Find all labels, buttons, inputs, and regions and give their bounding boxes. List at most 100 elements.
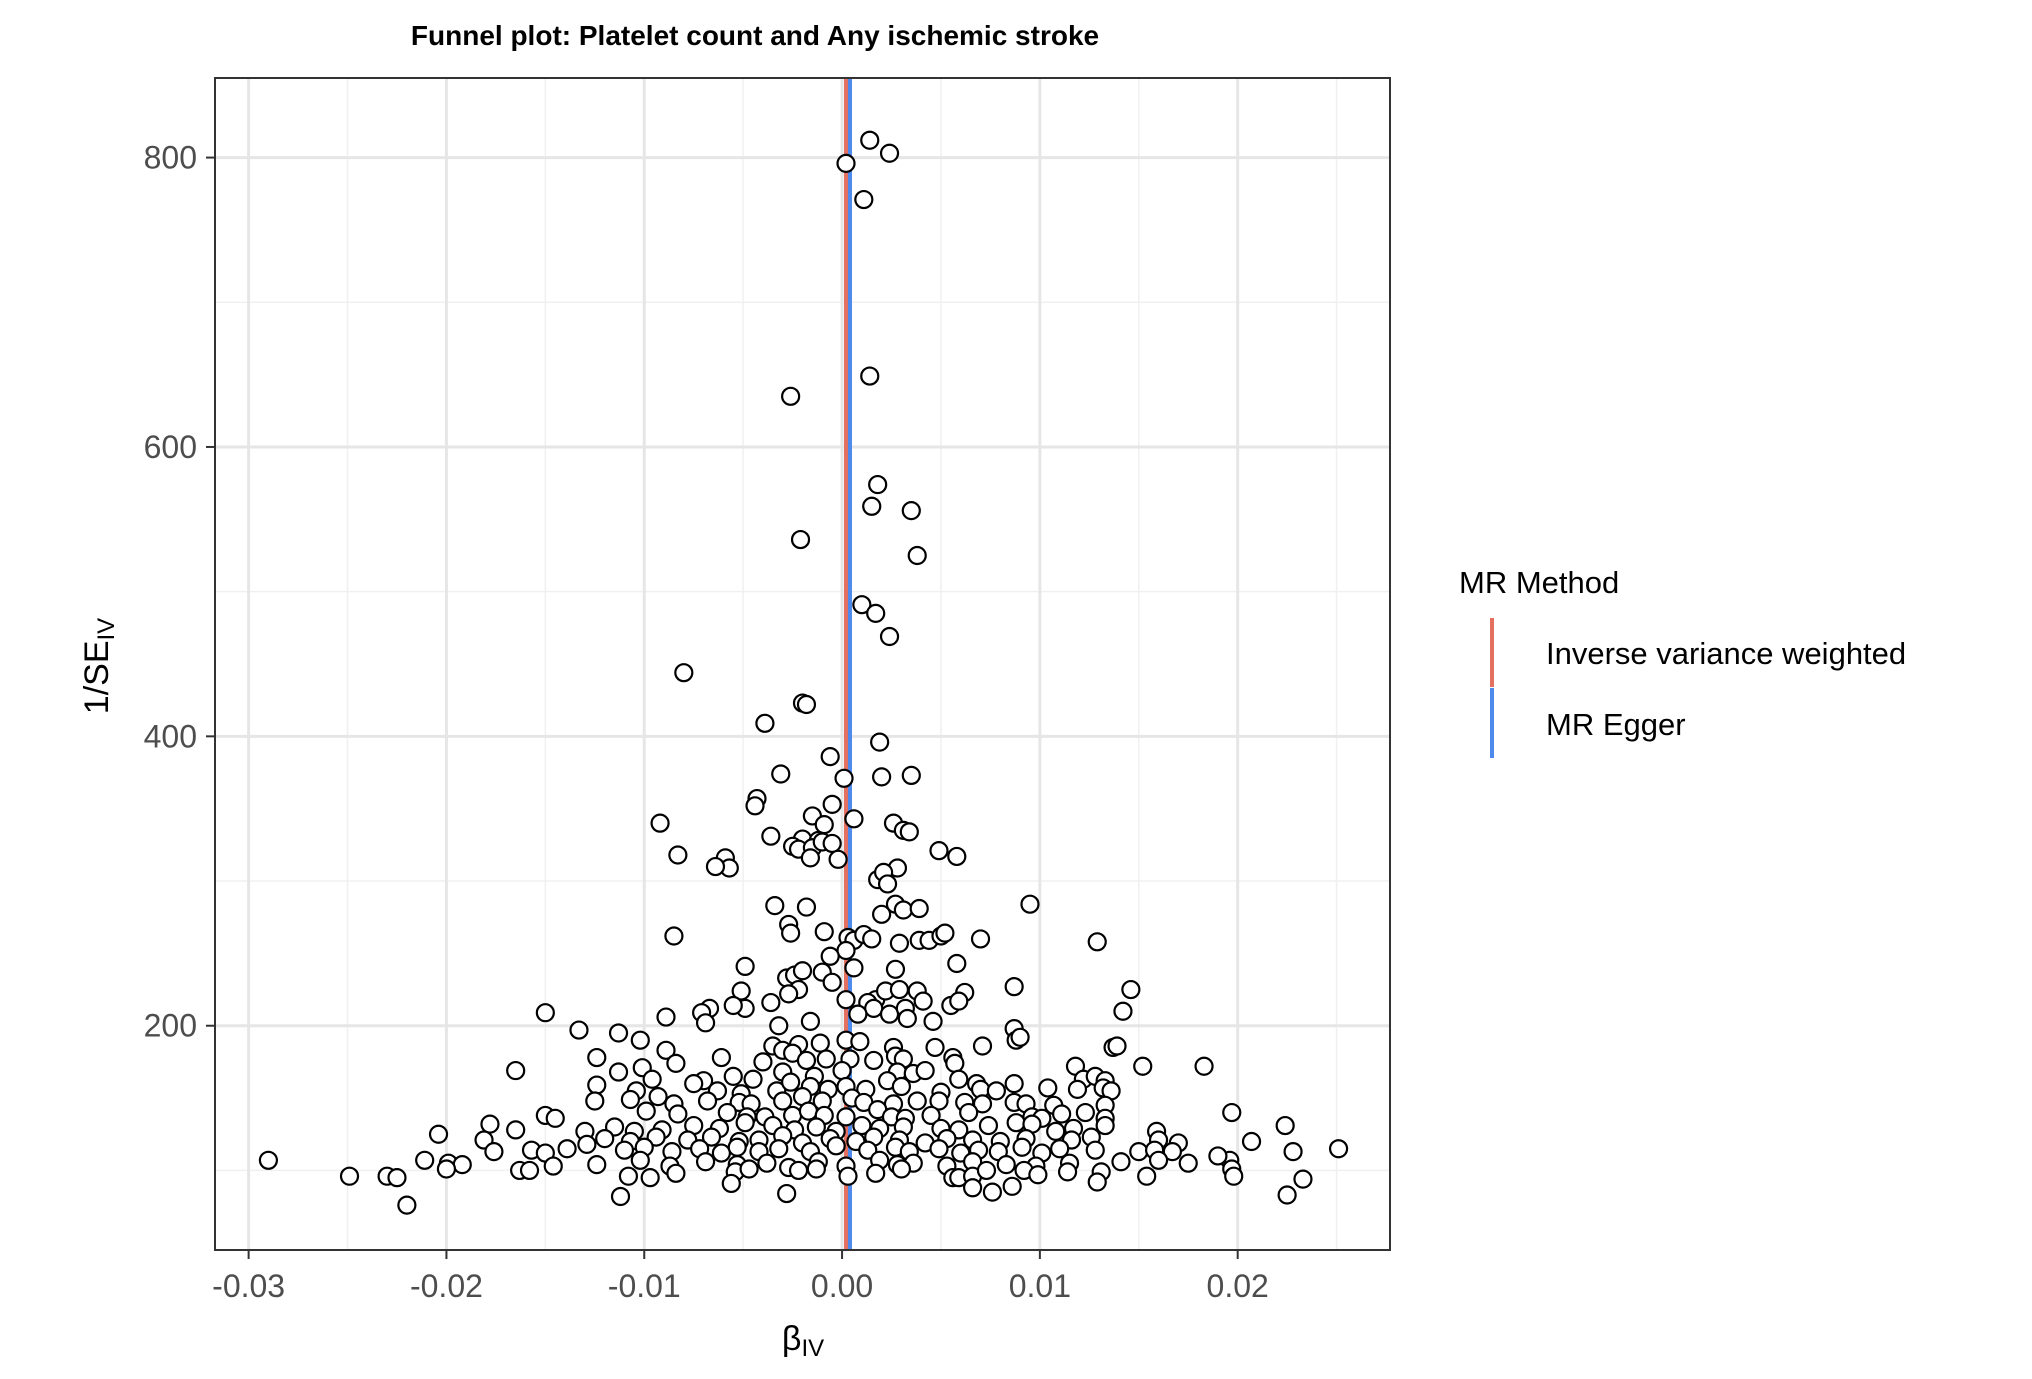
data-point xyxy=(929,1139,949,1159)
data-point xyxy=(705,856,726,877)
data-point xyxy=(608,1062,629,1082)
data-point xyxy=(1004,1074,1024,1094)
y-tick-label: 400 xyxy=(144,718,197,754)
data-point xyxy=(587,1155,607,1175)
data-point xyxy=(963,1178,983,1198)
y-axis: 200 400 600 800 xyxy=(144,140,215,1044)
data-point xyxy=(879,626,900,647)
data-point xyxy=(806,1159,826,1179)
data-point xyxy=(642,1069,662,1089)
data-point xyxy=(836,1107,856,1127)
x-axis-title-main: β xyxy=(782,1320,802,1358)
data-point xyxy=(866,603,886,623)
data-point xyxy=(1010,1027,1030,1047)
data-point xyxy=(947,846,967,867)
data-point xyxy=(757,1153,777,1173)
data-point xyxy=(608,1023,629,1043)
data-point xyxy=(717,1102,737,1123)
data-point xyxy=(836,153,856,173)
data-point xyxy=(860,366,880,386)
data-point xyxy=(1328,1139,1349,1159)
data-point xyxy=(850,1032,870,1052)
data-point xyxy=(901,501,921,521)
data-point xyxy=(1222,1102,1242,1123)
legend: MR Method Inverse variance weighted MR E… xyxy=(1459,565,1906,758)
y-axis-title: 1/SEIV xyxy=(78,618,120,714)
data-point xyxy=(656,1040,676,1060)
data-point xyxy=(800,848,821,868)
data-point xyxy=(569,1020,589,1040)
data-point xyxy=(864,1050,884,1071)
data-point xyxy=(860,130,880,150)
data-point xyxy=(656,1007,676,1027)
data-point xyxy=(695,1152,716,1172)
data-point xyxy=(1057,1162,1078,1182)
data-point xyxy=(868,474,888,495)
data-point xyxy=(506,1120,526,1140)
data-point xyxy=(777,1183,797,1204)
y-axis-title-main: 1/SE xyxy=(78,640,116,714)
data-point xyxy=(721,1173,741,1194)
data-point xyxy=(743,1069,763,1089)
data-point xyxy=(820,946,840,966)
data-point xyxy=(792,961,813,981)
data-point xyxy=(796,897,817,917)
data-point xyxy=(557,1139,577,1159)
data-point xyxy=(735,956,755,977)
data-point xyxy=(862,496,882,516)
data-point xyxy=(585,1091,605,1111)
data-point xyxy=(781,1072,801,1092)
data-point xyxy=(796,1050,817,1071)
data-point xyxy=(959,1102,979,1123)
data-point xyxy=(506,1060,526,1081)
data-point xyxy=(1129,1142,1149,1162)
data-point xyxy=(834,768,854,788)
data-point xyxy=(1004,977,1024,997)
data-point xyxy=(814,815,834,835)
data-point xyxy=(1052,1104,1072,1124)
data-point xyxy=(901,765,921,786)
data-point xyxy=(415,1150,435,1170)
data-point xyxy=(723,995,743,1016)
data-point xyxy=(891,1076,912,1097)
data-point xyxy=(1277,1185,1297,1205)
data-point xyxy=(577,1134,597,1154)
data-point xyxy=(779,984,799,1004)
data-point xyxy=(838,1166,858,1186)
legend-title: MR Method xyxy=(1459,565,1619,600)
data-point xyxy=(996,1155,1016,1175)
data-point xyxy=(848,1004,868,1024)
data-point xyxy=(913,991,933,1011)
data-point xyxy=(339,1166,360,1186)
data-point xyxy=(810,1033,830,1053)
data-point xyxy=(745,796,765,816)
data-point xyxy=(769,1016,789,1036)
data-point xyxy=(935,923,955,943)
data-point xyxy=(879,1004,900,1024)
data-point xyxy=(765,896,785,916)
data-point xyxy=(697,1091,718,1111)
data-point xyxy=(1067,1079,1088,1099)
data-point xyxy=(820,747,840,767)
x-tick-label: -0.03 xyxy=(212,1268,285,1304)
data-point xyxy=(929,1091,949,1111)
y-tick-label: 600 xyxy=(144,429,197,465)
data-point xyxy=(668,1104,688,1124)
data-point xyxy=(436,1159,457,1179)
data-point xyxy=(587,1047,607,1068)
panel-border xyxy=(214,77,1391,1251)
data-point xyxy=(723,1066,743,1086)
data-point xyxy=(1133,1056,1153,1076)
data-point xyxy=(1241,1131,1262,1152)
data-point xyxy=(893,900,913,920)
data-point xyxy=(972,1036,993,1056)
data-point xyxy=(806,1117,826,1137)
data-point xyxy=(618,1166,639,1186)
data-point xyxy=(1137,1166,1157,1186)
data-point xyxy=(1020,894,1040,914)
data-point xyxy=(826,1136,846,1156)
data-point xyxy=(852,595,872,615)
data-point xyxy=(836,940,856,961)
data-point xyxy=(761,826,781,846)
